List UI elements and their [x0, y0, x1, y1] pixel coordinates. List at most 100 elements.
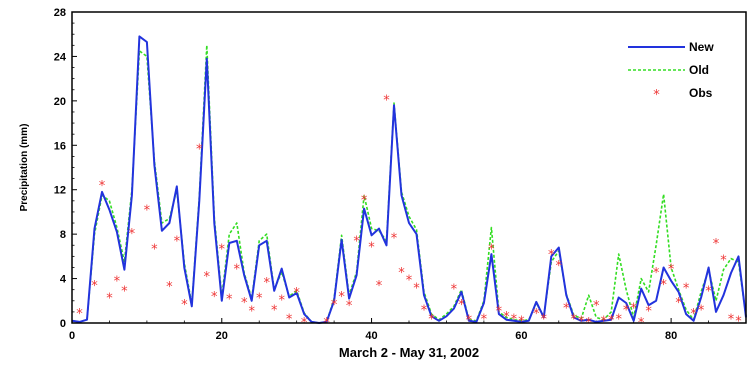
obs-point: * — [556, 259, 563, 274]
obs-point: * — [398, 266, 405, 281]
obs-point: * — [353, 235, 360, 250]
obs-point: * — [241, 296, 248, 311]
obs-point: * — [219, 242, 226, 257]
legend: New Old * Obs — [628, 40, 714, 103]
obs-point: * — [234, 262, 241, 277]
obs-point: * — [293, 286, 300, 301]
obs-point: * — [593, 299, 600, 314]
obs-point: * — [286, 312, 293, 327]
obs-point: * — [361, 194, 368, 209]
obs-point: * — [615, 312, 622, 327]
obs-point: * — [705, 285, 712, 300]
obs-point: * — [413, 281, 420, 296]
new-series-line — [71, 35, 747, 324]
obs-point: * — [76, 307, 83, 322]
plot-frame — [71, 11, 747, 324]
obs-point: * — [174, 235, 181, 250]
obs-point: * — [368, 240, 375, 255]
x-tick-label: 40 — [365, 330, 377, 342]
legend-label: New — [689, 40, 714, 54]
obs-point: * — [653, 266, 660, 281]
obs-point: * — [114, 275, 121, 290]
obs-point: * — [563, 301, 570, 316]
x-tick-label: 20 — [216, 330, 228, 342]
obs-point: * — [428, 312, 435, 327]
obs-point: * — [690, 307, 697, 322]
y-tick-label: 24 — [54, 51, 67, 63]
obs-point: * — [129, 227, 136, 242]
obs-point: * — [151, 242, 158, 257]
obs-point: * — [181, 298, 188, 313]
tick-labels: 0 4 8 12 16 20 24 28 0 20 40 60 80 — [54, 7, 677, 342]
legend-label: Obs — [689, 86, 713, 100]
obs-point: * — [571, 312, 578, 327]
obs-point: * — [466, 314, 473, 329]
obs-point: * — [668, 262, 675, 277]
obs-point: * — [421, 304, 428, 319]
obs-point: * — [518, 315, 525, 330]
obs-point: * — [451, 282, 458, 297]
legend-obs-marker: * — [653, 88, 660, 103]
obs-point: * — [600, 315, 607, 330]
obs-point: * — [458, 298, 465, 313]
obs-point: * — [278, 294, 285, 309]
x-tick-label: 0 — [69, 330, 75, 342]
obs-point: * — [331, 298, 338, 313]
obs-point: * — [675, 296, 682, 311]
obs-point: * — [511, 312, 518, 327]
obs-point: * — [376, 279, 383, 294]
obs-point: * — [548, 248, 555, 263]
obs-point: * — [106, 291, 113, 306]
x-tick-label: 60 — [515, 330, 527, 342]
y-axis-title: Precipitation (mm) — [19, 124, 30, 212]
obs-point: * — [338, 290, 345, 305]
obs-point: * — [248, 305, 255, 320]
obs-point: * — [196, 143, 203, 158]
y-tick-label: 8 — [60, 229, 66, 241]
obs-point: * — [683, 281, 690, 296]
obs-point: * — [481, 312, 488, 327]
obs-point: * — [720, 254, 727, 269]
obs-point: * — [346, 299, 353, 314]
obs-point: * — [533, 307, 540, 322]
obs-point: * — [271, 304, 278, 319]
obs-point: * — [698, 304, 705, 319]
obs-point: * — [256, 291, 263, 306]
x-tick-label: 80 — [665, 330, 677, 342]
y-tick-label: 28 — [54, 7, 66, 19]
obs-point: * — [503, 310, 510, 325]
obs-point: * — [578, 315, 585, 330]
obs-point: * — [99, 179, 106, 194]
obs-point: * — [623, 304, 630, 319]
obs-point: * — [728, 312, 735, 327]
y-tick-label: 0 — [60, 318, 66, 330]
obs-point: * — [630, 301, 637, 316]
obs-point: * — [391, 231, 398, 246]
obs-point: * — [608, 314, 615, 329]
y-tick-label: 16 — [54, 140, 66, 152]
obs-point: * — [645, 305, 652, 320]
obs-point: * — [91, 279, 98, 294]
y-tick-label: 20 — [54, 96, 66, 108]
obs-point: * — [121, 285, 128, 300]
obs-point: * — [406, 274, 413, 289]
y-tick-label: 4 — [60, 274, 67, 286]
x-axis-title: March 2 - May 31, 2002 — [339, 345, 479, 360]
obs-point: * — [166, 280, 173, 295]
legend-label: Old — [689, 63, 709, 77]
obs-point: * — [226, 292, 233, 307]
obs-point: * — [383, 94, 390, 109]
obs-point: * — [541, 312, 548, 327]
obs-point: * — [496, 305, 503, 320]
obs-point: * — [211, 290, 218, 305]
obs-point: * — [144, 204, 151, 219]
obs-point: * — [204, 270, 211, 285]
obs-point: * — [263, 276, 270, 291]
obs-point: * — [713, 237, 720, 252]
obs-point: * — [735, 315, 742, 330]
y-tick-label: 12 — [54, 185, 66, 197]
obs-point: * — [488, 242, 495, 257]
obs-point: * — [660, 278, 667, 293]
obs-series: *************************** *************… — [76, 94, 742, 331]
